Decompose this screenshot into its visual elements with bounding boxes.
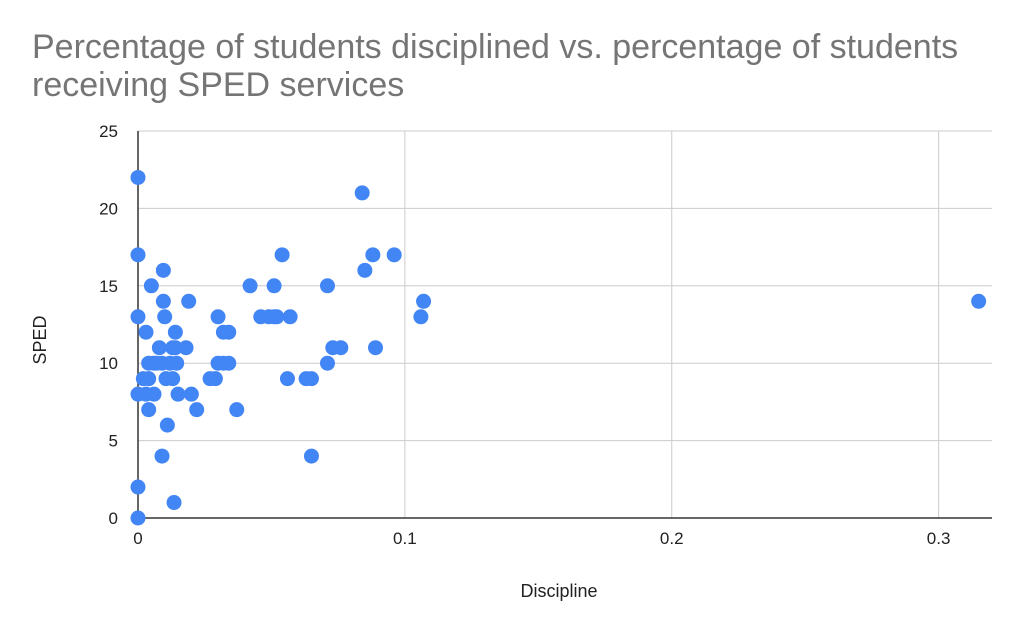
y-tick-label: 10 <box>99 354 118 373</box>
data-point <box>169 355 185 371</box>
data-point <box>130 169 146 185</box>
data-point <box>141 371 157 387</box>
data-point <box>151 340 167 356</box>
data-point <box>159 417 175 433</box>
data-point <box>333 340 349 356</box>
data-point <box>166 495 182 511</box>
data-point <box>319 278 335 294</box>
data-point <box>130 309 146 325</box>
data-point <box>365 247 381 263</box>
chart-title: Percentage of students disciplined vs. p… <box>32 28 959 104</box>
axes <box>137 131 992 519</box>
data-point <box>279 371 295 387</box>
y-tick-labels: 0 5 10 15 20 25 <box>99 122 118 528</box>
x-axis-title: Discipline <box>520 581 597 601</box>
data-point <box>154 448 170 464</box>
data-point <box>130 247 146 263</box>
data-point <box>130 479 146 495</box>
data-point <box>357 262 373 278</box>
data-point <box>207 371 223 387</box>
data-point <box>210 309 226 325</box>
x-tick-labels: 0 0.1 0.2 0.3 <box>133 529 950 548</box>
data-point <box>413 309 429 325</box>
data-point <box>138 324 154 340</box>
data-point <box>178 340 194 356</box>
data-point <box>416 293 432 309</box>
data-point <box>167 324 183 340</box>
data-point <box>157 309 173 325</box>
x-tick-label: 0 <box>133 529 142 548</box>
data-point <box>221 324 237 340</box>
data-point <box>303 371 319 387</box>
data-point <box>242 278 258 294</box>
data-point <box>146 386 162 402</box>
y-tick-label: 20 <box>99 199 118 218</box>
y-tick-label: 5 <box>109 432 118 451</box>
gridlines <box>138 130 992 518</box>
data-point <box>229 402 245 418</box>
y-tick-label: 15 <box>99 277 118 296</box>
data-point <box>368 340 384 356</box>
y-tick-label: 0 <box>109 509 118 528</box>
data-point <box>266 278 282 294</box>
data-point <box>303 448 319 464</box>
data-point <box>167 340 183 356</box>
data-point <box>282 309 298 325</box>
y-tick-label: 25 <box>99 122 118 141</box>
data-point <box>269 309 285 325</box>
data-point <box>386 247 402 263</box>
data-point <box>274 247 290 263</box>
data-point <box>143 278 159 294</box>
x-tick-label: 0.2 <box>660 529 684 548</box>
data-point <box>155 262 171 278</box>
data-point <box>183 386 199 402</box>
data-point <box>170 386 186 402</box>
data-point <box>181 293 197 309</box>
x-tick-label: 0.3 <box>927 529 951 548</box>
x-tick-label: 0.1 <box>393 529 417 548</box>
data-point <box>155 293 171 309</box>
data-point <box>165 371 181 387</box>
data-point <box>221 355 237 371</box>
data-point <box>354 185 370 201</box>
data-point <box>130 510 146 526</box>
data-point <box>319 355 335 371</box>
data-points <box>130 169 987 526</box>
y-axis-title: SPED <box>30 315 50 364</box>
data-point <box>189 402 205 418</box>
data-point <box>141 402 157 418</box>
data-point <box>971 293 987 309</box>
